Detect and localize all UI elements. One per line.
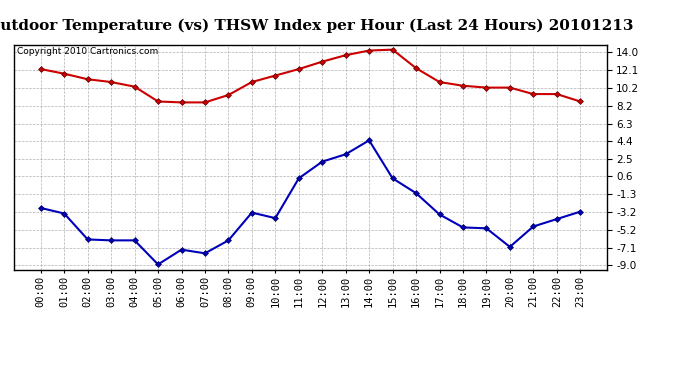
Text: Outdoor Temperature (vs) THSW Index per Hour (Last 24 Hours) 20101213: Outdoor Temperature (vs) THSW Index per …	[0, 19, 633, 33]
Text: Copyright 2010 Cartronics.com: Copyright 2010 Cartronics.com	[17, 47, 158, 56]
